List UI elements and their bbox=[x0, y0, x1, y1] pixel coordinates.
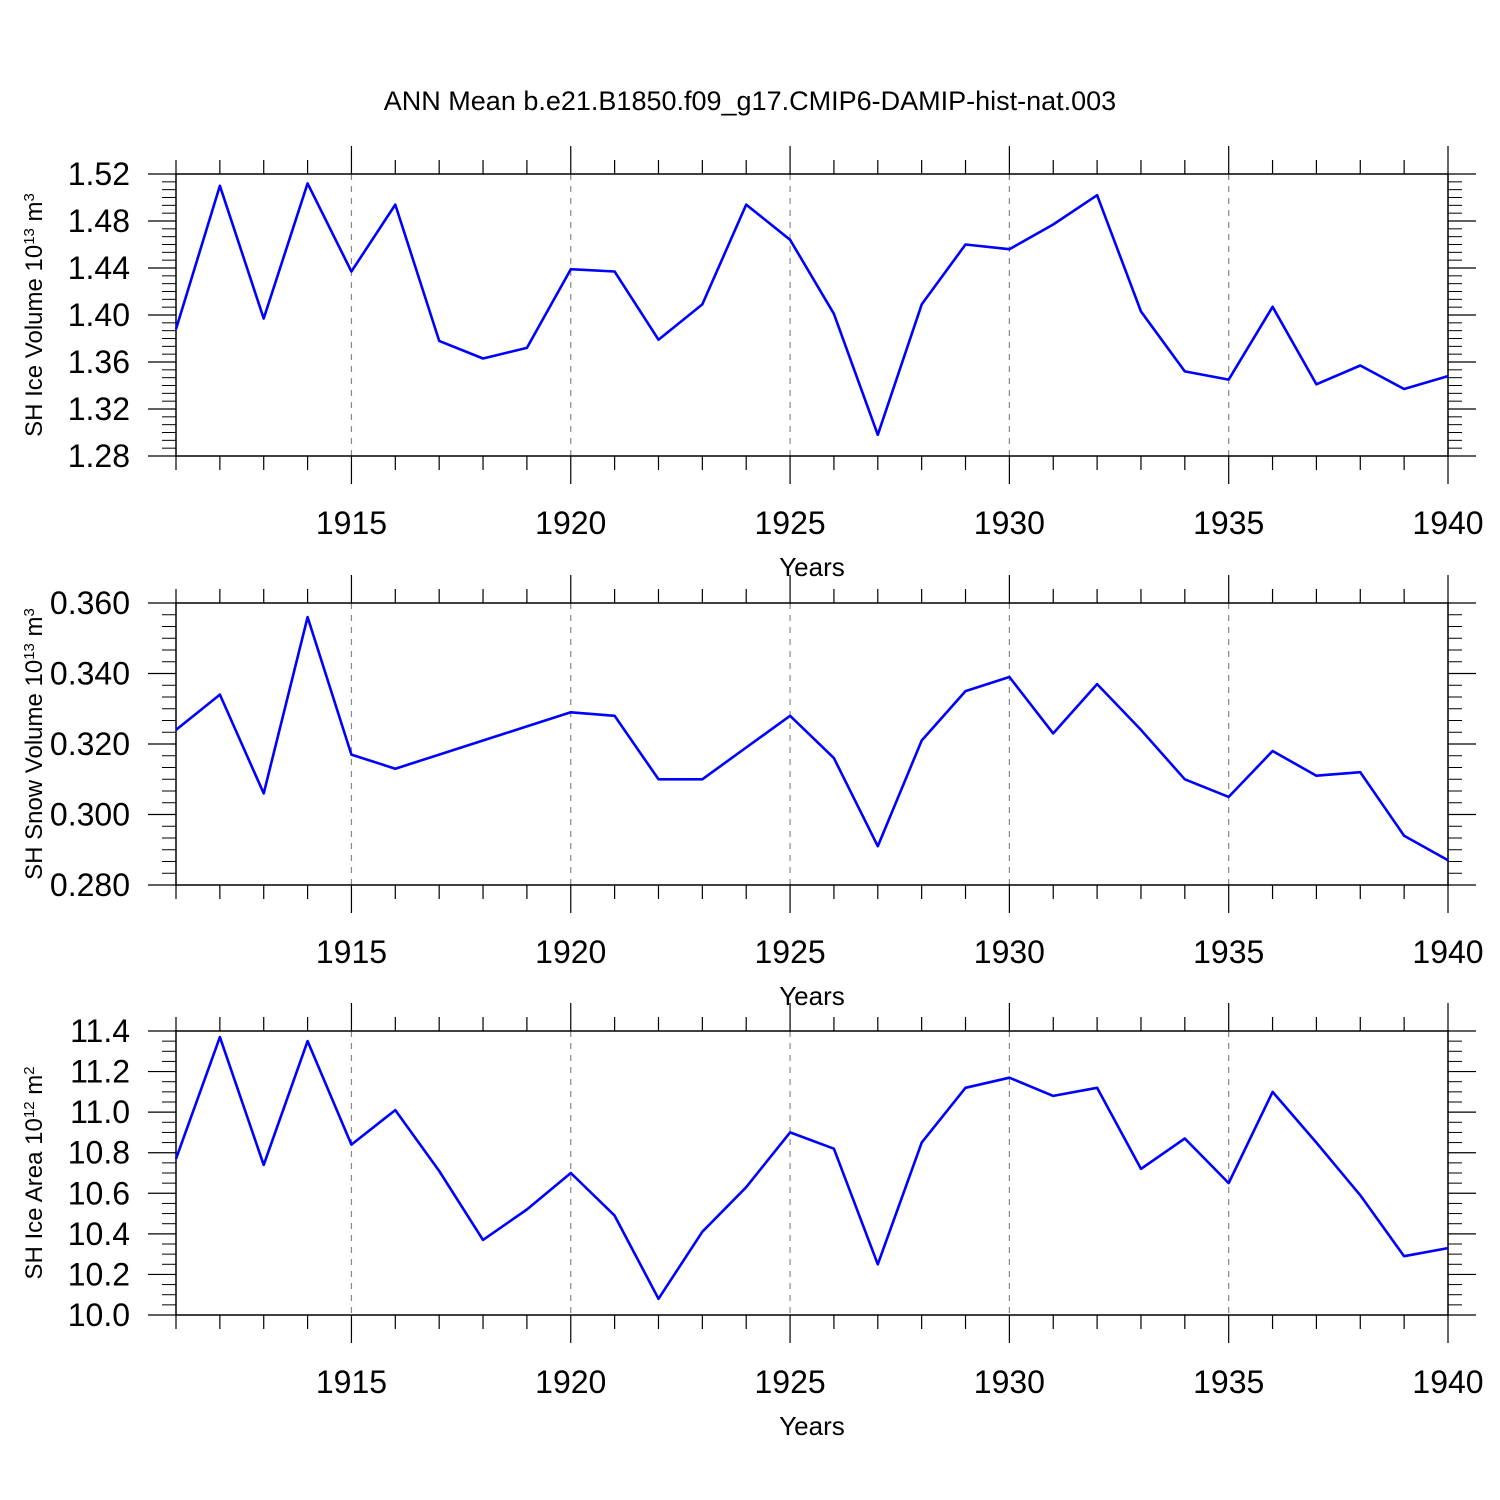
y-tick-label: 0.300 bbox=[50, 797, 130, 833]
x-tick-label: 1925 bbox=[754, 505, 825, 541]
y-tick-label: 1.28 bbox=[68, 438, 130, 474]
y-tick-label: 0.340 bbox=[50, 656, 130, 692]
x-axis-label: Years bbox=[779, 552, 845, 582]
x-tick-label: 1920 bbox=[535, 505, 606, 541]
x-tick-label: 1940 bbox=[1412, 934, 1483, 970]
y-tick-label: 0.360 bbox=[50, 585, 130, 621]
x-tick-label: 1930 bbox=[974, 505, 1045, 541]
y-tick-label: 10.6 bbox=[68, 1175, 130, 1211]
y-axis-label: SH Snow Volume 1013 m3 bbox=[21, 608, 49, 880]
x-tick-label: 1915 bbox=[316, 934, 387, 970]
series-line-1 bbox=[174, 1035, 1449, 1301]
x-tick-label: 1935 bbox=[1193, 934, 1264, 970]
y-tick-label: 10.2 bbox=[68, 1256, 130, 1292]
y-tick-label: 11.0 bbox=[70, 1094, 130, 1130]
y-tick-label: 1.36 bbox=[68, 344, 130, 380]
y-axis-label: SH Ice Volume 1013 m3 bbox=[21, 193, 49, 437]
panel-1: 1.28 1.32 1.36 1.40 1.44 1.48 1.52 1915 1920 1925… bbox=[21, 146, 1484, 582]
y-tick-label: 1.32 bbox=[68, 391, 130, 427]
y-tick-label: 1.44 bbox=[68, 250, 130, 286]
y-tick-label: 1.48 bbox=[68, 203, 130, 239]
y-tick-label: 0.320 bbox=[50, 726, 130, 762]
x-tick-label: 1940 bbox=[1412, 1364, 1483, 1400]
y-tick-label: 11.4 bbox=[70, 1013, 130, 1049]
y-tick-label: 0.280 bbox=[50, 867, 130, 903]
plot-frame bbox=[175, 1030, 1449, 1316]
x-tick-label: 1915 bbox=[316, 1364, 387, 1400]
y-tick-label: 1.40 bbox=[68, 297, 130, 333]
x-tick-label: 1930 bbox=[974, 1364, 1045, 1400]
x-axis-label: Years bbox=[779, 1411, 845, 1441]
plot-frame bbox=[175, 602, 1449, 886]
x-tick-label: 1940 bbox=[1412, 505, 1483, 541]
x-tick-label: 1935 bbox=[1193, 1364, 1264, 1400]
x-tick-label: 1925 bbox=[754, 934, 825, 970]
x-tick-label: 1920 bbox=[535, 934, 606, 970]
x-tick-label: 1920 bbox=[535, 1364, 606, 1400]
x-axis-label: Years bbox=[779, 981, 845, 1011]
x-tick-label: 1915 bbox=[316, 505, 387, 541]
y-tick-label: 10.4 bbox=[68, 1216, 130, 1252]
x-tick-label: 1935 bbox=[1193, 505, 1264, 541]
panel-3: 10.0 10.2 10.4 10.6 10.8 11.0 11.2 11.4 1915 1920… bbox=[21, 1003, 1484, 1441]
y-tick-label: 10.0 bbox=[68, 1297, 130, 1333]
y-tick-label: 1.52 bbox=[68, 156, 130, 192]
figure-title: ANN Mean b.e21.B1850.f09_g17.CMIP6-DAMIP… bbox=[384, 86, 1116, 116]
panel-2: 0.280 0.300 0.320 0.340 0.360 1915 1920 1925 193… bbox=[21, 575, 1484, 1011]
y-tick-label: 11.2 bbox=[70, 1054, 130, 1090]
series-line-1 bbox=[174, 182, 1449, 437]
y-axis-label: SH Ice Area 1012 m2 bbox=[21, 1066, 49, 1279]
series-line-1 bbox=[175, 615, 1449, 862]
y-tick-label: 10.8 bbox=[68, 1135, 130, 1171]
plot-frame bbox=[175, 173, 1449, 457]
x-tick-label: 1930 bbox=[974, 934, 1045, 970]
x-tick-label: 1925 bbox=[754, 1364, 825, 1400]
